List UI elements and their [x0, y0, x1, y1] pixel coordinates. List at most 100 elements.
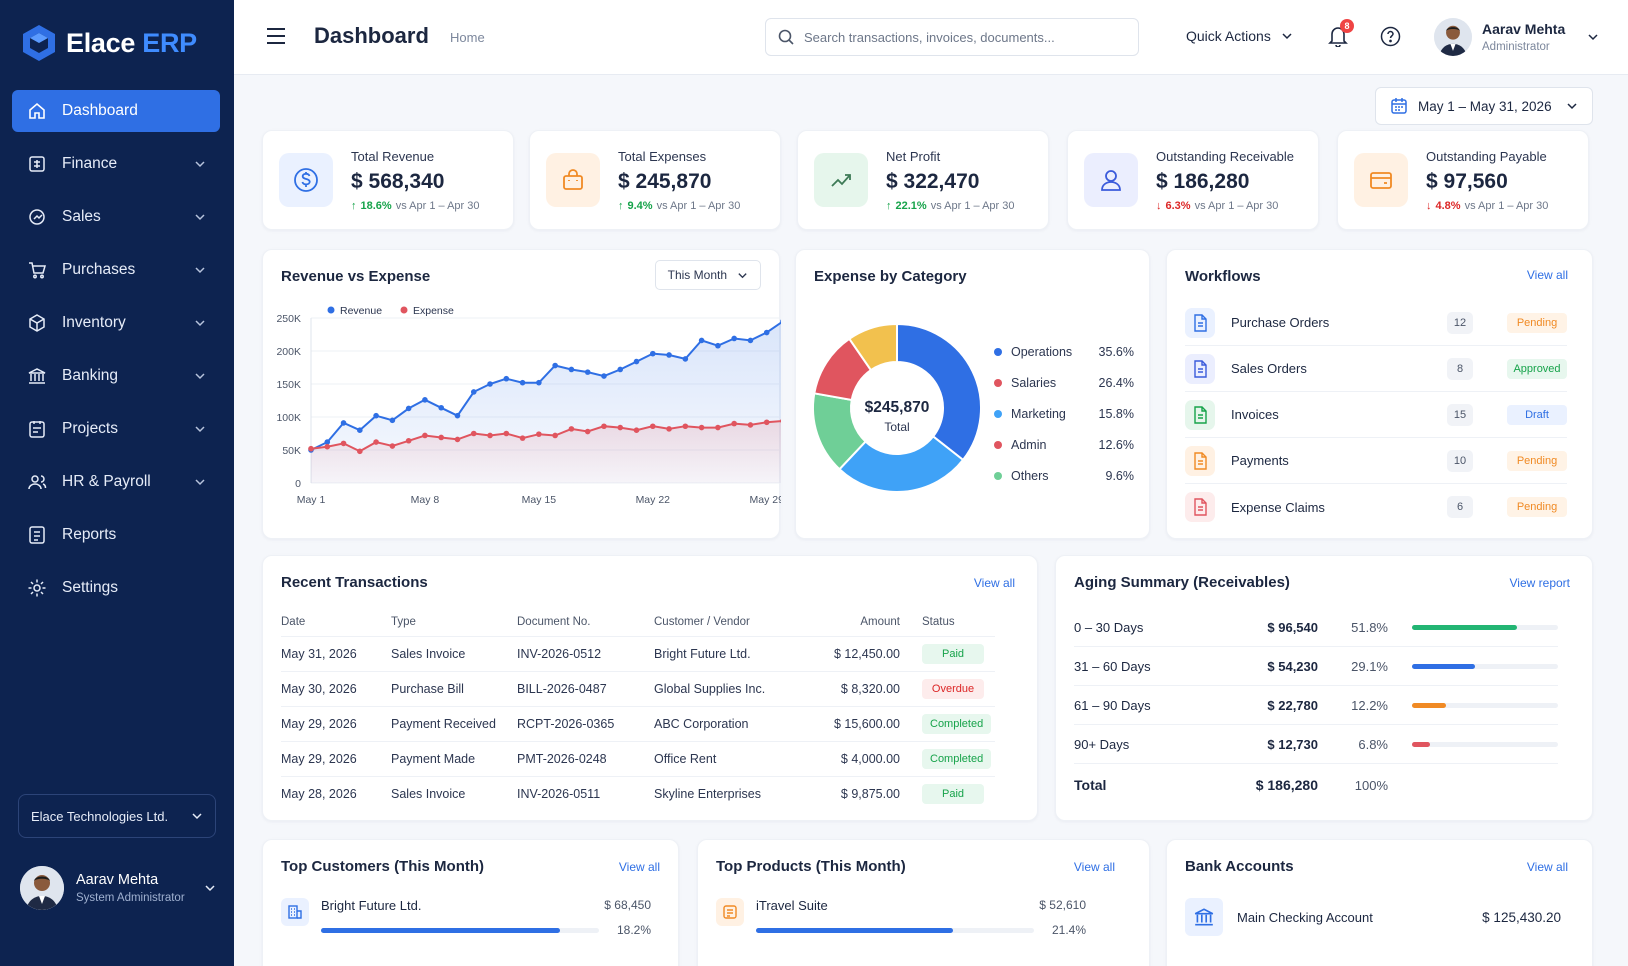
data-point	[373, 439, 379, 445]
brand-name: Elace ERP	[66, 27, 197, 58]
help-button[interactable]	[1380, 26, 1401, 52]
data-point	[731, 420, 737, 427]
sidebar-user[interactable]: Aarav Mehta System Administrator	[20, 866, 216, 910]
chevron-down-icon	[195, 161, 205, 168]
chevron-down-icon	[195, 373, 205, 380]
progress-fill	[321, 927, 561, 933]
kpi-net-profit[interactable]: Net Profit $ 322,470 ↑ 22.1% vs Apr 1 – …	[797, 130, 1049, 230]
aging-row: 31 – 60 Days $ 54,230 29.1%	[1074, 647, 1558, 686]
search-input[interactable]	[804, 29, 1126, 45]
card-icon	[1354, 153, 1408, 207]
list-item[interactable]: iTravel Suite $ 52,610 21.4%	[716, 898, 1086, 937]
table-row[interactable]: May 30, 2026 Purchase Bill BILL-2026-0487 G…	[281, 671, 995, 707]
list-item[interactable]: Main Checking Account $ 125,430.20	[1185, 898, 1561, 936]
status-badge: Completed	[922, 713, 992, 734]
progress-fill	[1412, 663, 1475, 669]
data-point	[682, 423, 689, 430]
chevron-down-icon	[195, 214, 205, 221]
transactions-view-all-link[interactable]: View all	[973, 576, 1015, 590]
menu-icon[interactable]	[266, 27, 286, 45]
sidebar-item-settings[interactable]: Settings	[12, 567, 220, 609]
customers-view-all-link[interactable]: View all	[618, 860, 660, 874]
quick-actions-button[interactable]: Quick Actions	[1186, 28, 1293, 44]
data-point	[357, 448, 363, 455]
progress-fill	[1412, 702, 1446, 708]
aging-view-report-link[interactable]: View report	[1509, 576, 1570, 590]
sidebar-item-sales[interactable]: Sales	[12, 196, 220, 238]
search-bar[interactable]	[765, 18, 1139, 56]
workflow-row[interactable]: Payments 10 Pending	[1185, 438, 1567, 484]
workflow-row[interactable]: Sales Orders 8 Approved	[1185, 346, 1567, 392]
progress-track	[1412, 702, 1558, 708]
building-icon	[281, 898, 309, 926]
payment-icon	[1185, 445, 1215, 476]
data-point	[649, 350, 656, 357]
kpi-outstanding-receivable[interactable]: Outstanding Receivable $ 186,280 ↓ 6.3% …	[1067, 130, 1319, 230]
sidebar-item-banking[interactable]: Banking	[12, 355, 220, 397]
users-icon	[26, 471, 48, 493]
data-point	[389, 443, 396, 449]
data-point	[324, 443, 331, 450]
company-selector[interactable]: Elace Technologies Ltd.	[18, 794, 216, 838]
kpi-total-expenses[interactable]: Total Expenses $ 245,870 ↑ 9.4% vs Apr 1…	[529, 130, 781, 230]
data-point	[438, 434, 445, 441]
period-select[interactable]: This Month	[654, 260, 761, 290]
table-row[interactable]: May 29, 2026 Payment Made PMT-2026-0248 Off…	[281, 741, 995, 777]
data-point	[666, 352, 672, 358]
status-badge: Pending	[1507, 312, 1567, 333]
header-user-menu[interactable]: Aarav Mehta Administrator	[1434, 18, 1599, 56]
data-point	[340, 420, 347, 426]
notifications-button[interactable]: 8	[1328, 19, 1354, 52]
table-row[interactable]: May 31, 2026 Sales Invoice INV-2026-0512 Br…	[281, 636, 995, 672]
y-tick-label: 150K	[276, 379, 301, 391]
donut-slice-operations[interactable]	[896, 322, 982, 462]
kpi-total-revenue[interactable]: Total Revenue $ 568,340 ↑ 18.6% vs Apr 1…	[262, 130, 514, 230]
sidebar: Elace ERP Dashboard Finance Sales Purcha…	[0, 0, 234, 966]
workflows-view-all-link[interactable]: View all	[1526, 268, 1568, 282]
chevron-down-icon	[192, 813, 202, 820]
revenue-expense-chart: 0 50K 100K 150K 200K 250K May 1 May 8 May 15 May …	[276, 305, 781, 506]
workflow-row[interactable]: Expense Claims 6 Pending	[1185, 484, 1567, 530]
donut-slice-salaries[interactable]	[838, 435, 965, 493]
document-icon	[1185, 307, 1215, 338]
sidebar-item-finance[interactable]: Finance	[12, 143, 220, 185]
kpi-outstanding-payable[interactable]: Outstanding Payable $ 97,560 ↓ 4.8% vs A…	[1337, 130, 1589, 230]
legend-item: Others 9.6%	[994, 460, 1134, 491]
y-tick-label: 0	[295, 478, 301, 490]
data-point	[405, 405, 412, 412]
sidebar-item-hr-payroll[interactable]: HR & Payroll	[12, 461, 220, 503]
dollar-icon	[279, 153, 333, 207]
breadcrumb[interactable]: Home	[450, 30, 485, 45]
sidebar-item-inventory[interactable]: Inventory	[12, 302, 220, 344]
table-row[interactable]: May 28, 2026 Sales Invoice INV-2026-0511 Sk…	[281, 776, 995, 811]
brand-logo[interactable]: Elace ERP	[22, 24, 197, 62]
sidebar-item-projects[interactable]: Projects	[12, 408, 220, 450]
reports-icon	[26, 524, 48, 546]
count-badge: 15	[1447, 403, 1473, 426]
chevron-down-icon	[195, 267, 205, 274]
table-row[interactable]: May 29, 2026 Payment Received RCPT-2026-03…	[281, 706, 995, 742]
data-point	[747, 422, 754, 428]
legend-item: Salaries 26.4%	[994, 367, 1134, 398]
status-badge: Completed	[922, 748, 992, 769]
bank-view-all-link[interactable]: View all	[1526, 860, 1568, 874]
sidebar-item-dashboard[interactable]: Dashboard	[12, 90, 220, 132]
data-point	[536, 379, 542, 386]
arrow-up-icon: ↑	[351, 199, 357, 212]
date-range-picker[interactable]: May 1 – May 31, 2026	[1375, 87, 1593, 125]
data-point	[438, 404, 445, 411]
workflow-row[interactable]: Invoices 15 Draft	[1185, 392, 1567, 438]
list-item[interactable]: Bright Future Ltd. $ 68,450 18.2%	[281, 898, 651, 937]
data-point	[519, 435, 526, 441]
legend-item: Marketing 15.8%	[994, 398, 1134, 429]
workflow-row[interactable]: Purchase Orders 12 Pending	[1185, 300, 1567, 346]
trend-up-icon	[814, 153, 868, 207]
arrow-up-icon: ↑	[618, 199, 624, 212]
sidebar-item-reports[interactable]: Reports	[12, 514, 220, 556]
sidebar-item-purchases[interactable]: Purchases	[12, 249, 220, 291]
data-point	[454, 436, 461, 443]
products-view-all-link[interactable]: View all	[1073, 860, 1115, 874]
data-point	[780, 319, 781, 324]
donut-slice-others[interactable]	[847, 322, 898, 372]
data-point	[715, 424, 721, 431]
